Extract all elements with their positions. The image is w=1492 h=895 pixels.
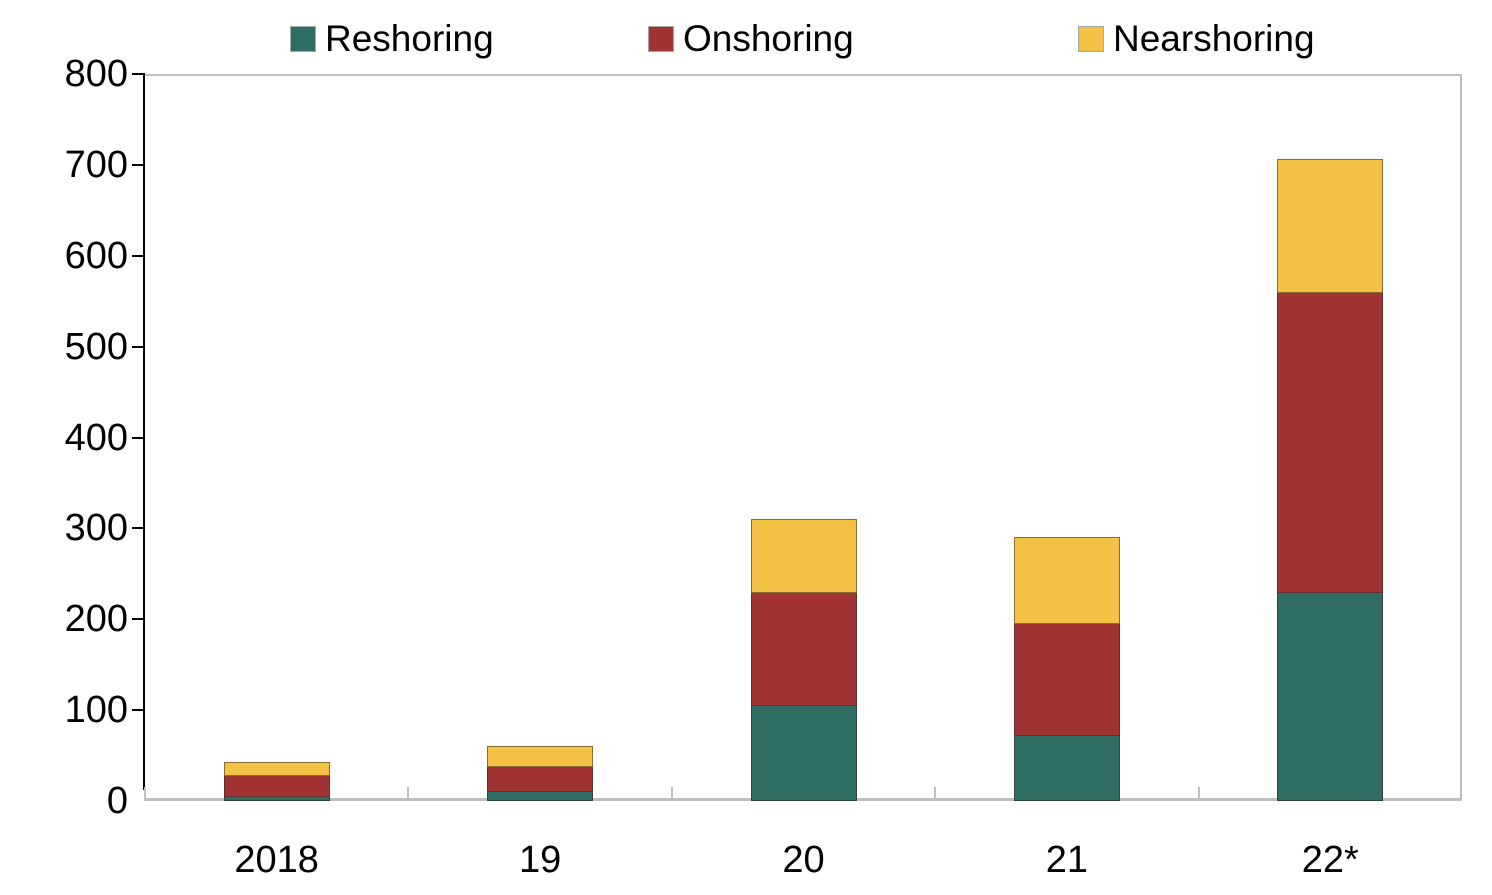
y-axis-tick	[132, 527, 145, 530]
y-axis-tick	[132, 709, 145, 712]
legend-label-onshoring: Onshoring	[683, 18, 854, 59]
bar-22	[1277, 158, 1384, 801]
legend-item-reshoring: Reshoring	[290, 20, 494, 58]
bar-segment-nearshoring	[487, 745, 594, 768]
y-axis-tick-label: 100	[64, 689, 128, 732]
bar-20	[750, 519, 857, 801]
x-axis-tick	[144, 787, 146, 801]
y-axis-tick	[132, 73, 145, 75]
x-axis-tick	[670, 787, 673, 801]
legend-item-nearshoring: Nearshoring	[1078, 20, 1315, 58]
bar-segment-onshoring	[1013, 623, 1120, 736]
x-axis-label: 2018	[234, 839, 319, 881]
y-axis-tick-label: 200	[64, 598, 128, 641]
legend-label-reshoring: Reshoring	[325, 18, 494, 59]
y-axis-line	[143, 74, 145, 790]
bar-segment-onshoring	[487, 767, 594, 792]
bar-segment-nearshoring	[1013, 537, 1120, 624]
bar-19	[487, 745, 594, 801]
y-axis-tick	[132, 345, 145, 348]
bar-segment-onshoring	[223, 776, 330, 798]
legend-item-onshoring: Onshoring	[648, 20, 854, 58]
bar-segment-onshoring	[1277, 292, 1384, 593]
x-axis-tick	[1197, 787, 1200, 801]
x-axis-label: 19	[518, 839, 562, 881]
x-axis-label: 21	[1045, 839, 1089, 881]
bar-21	[1013, 537, 1120, 801]
bar-segment-onshoring	[750, 592, 857, 706]
y-axis-tick-label: 400	[64, 416, 128, 459]
bar-segment-nearshoring	[750, 519, 857, 593]
bar-segment-reshoring	[487, 791, 594, 801]
bar-segment-reshoring	[223, 797, 330, 801]
y-axis-tick	[132, 254, 145, 257]
y-axis-tick	[132, 618, 145, 621]
bar-segment-reshoring	[1277, 592, 1384, 801]
y-axis-tick-label: 300	[64, 507, 128, 550]
legend-swatch-nearshoring-icon	[1078, 26, 1104, 52]
bar-2018	[223, 761, 330, 801]
legend-swatch-reshoring-icon	[290, 26, 316, 52]
bar-segment-reshoring	[750, 705, 857, 801]
bar-segment-nearshoring	[1277, 158, 1384, 293]
y-axis-tick-label: 600	[64, 234, 128, 277]
bar-segment-reshoring	[1013, 735, 1120, 801]
legend-label-nearshoring: Nearshoring	[1113, 18, 1315, 59]
y-axis-tick	[132, 436, 145, 439]
y-axis-tick	[132, 163, 145, 166]
y-axis-tick-label: 0	[106, 780, 128, 822]
legend-swatch-onshoring-icon	[648, 26, 674, 52]
y-axis-tick-label: 500	[64, 325, 128, 368]
x-axis-tick	[934, 787, 937, 801]
bar-segment-nearshoring	[223, 761, 330, 777]
legend: Reshoring Onshoring Nearshoring	[0, 0, 1492, 60]
x-axis-tick	[407, 787, 410, 801]
x-axis-label: 20	[782, 839, 825, 881]
y-axis-tick-label: 800	[64, 53, 128, 95]
y-axis-tick-label: 700	[64, 143, 128, 186]
x-axis-label: 22*	[1301, 839, 1359, 881]
